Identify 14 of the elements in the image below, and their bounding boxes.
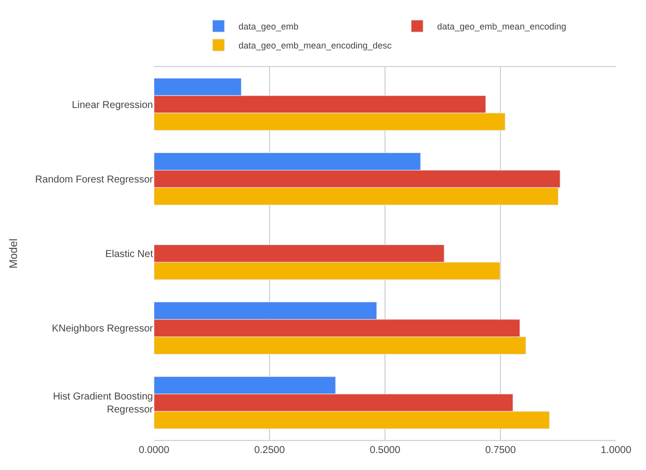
x-tick-label: 1.0000 — [600, 445, 632, 456]
x-tick-label: 0.0000 — [138, 445, 170, 456]
x-tick-label: 0.5000 — [370, 445, 401, 456]
y-tick-label: Elastic Net — [105, 249, 154, 260]
y-tick-label: Random Forest Regressor — [35, 174, 154, 186]
x-tick-label: 0.7500 — [485, 445, 516, 456]
y-tick-label: KNeighbors Regressor — [52, 324, 154, 335]
legend-label: data_geo_emb_mean_encoding — [437, 22, 566, 32]
y-axis-title: Model — [8, 238, 20, 268]
legend-label: data_geo_emb — [238, 22, 299, 32]
x-tick-label: 0.2500 — [254, 445, 286, 456]
y-tick-label: Linear Regression — [72, 100, 153, 111]
legend-label: data_geo_emb_mean_encoding_desc — [238, 40, 392, 51]
y-tick-label: Hist Gradient Boosting Regressor — [52, 392, 154, 416]
